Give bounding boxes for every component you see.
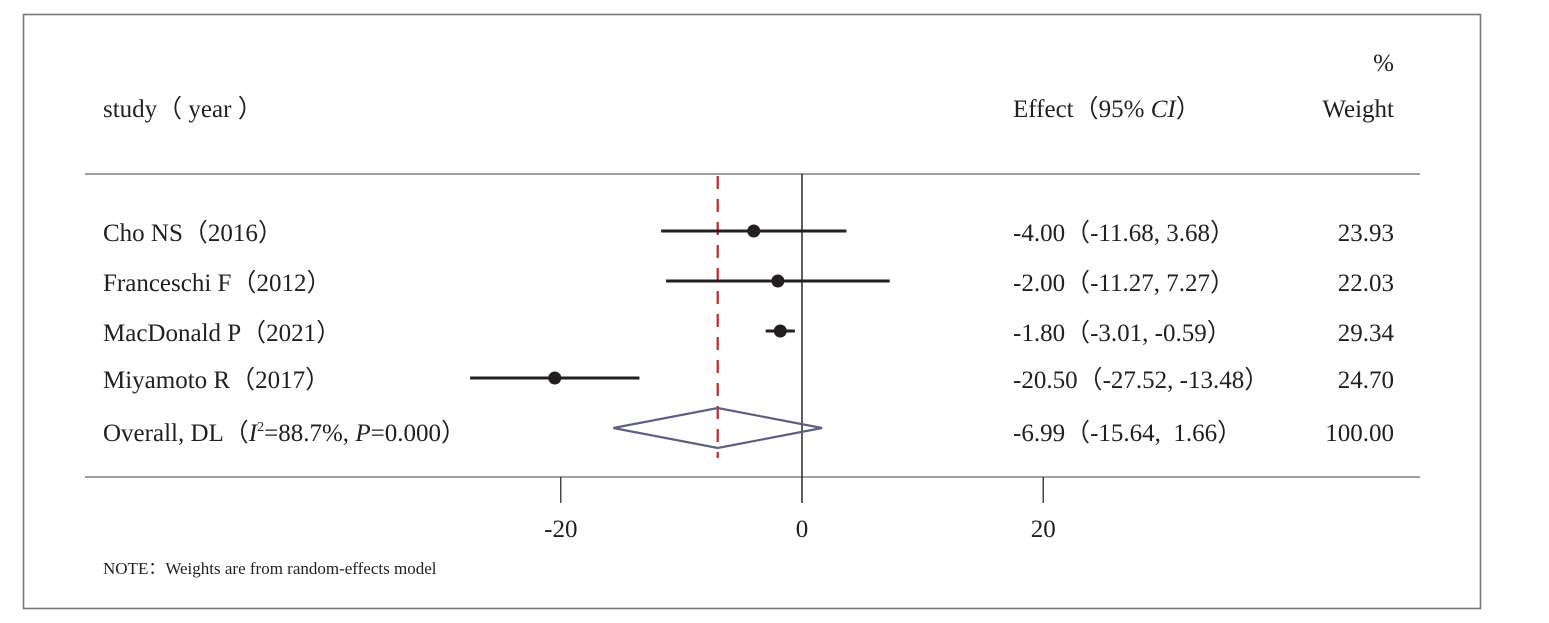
overall-label-prefix: Overall, DL（	[103, 419, 249, 447]
header-effect-prefix: Effect（95%	[1013, 95, 1151, 123]
header-effect-label: Effect（95% CI）	[1013, 95, 1201, 123]
overall-i2-value: =88.7%,	[264, 420, 355, 447]
effect-point	[773, 324, 787, 338]
overall-effect-text: -6.99（-15.64, 1.66）	[1013, 419, 1242, 447]
study-label: Miyamoto R（2017）	[103, 366, 330, 394]
header-weight-percent: %	[1373, 50, 1394, 77]
study-weight: 23.93	[1338, 220, 1394, 247]
overall-label: Overall, DL（I2=88.7%, P=0.000）	[103, 419, 466, 447]
effect-point	[747, 224, 761, 238]
study-label: Cho NS（2016）	[103, 219, 283, 247]
x-tick-label: 20	[1031, 516, 1056, 543]
x-tick-label: -20	[544, 516, 577, 543]
overall-diamond	[613, 406, 823, 450]
study-effect-text: -20.50（-27.52, -13.48）	[1013, 366, 1269, 394]
plot-layer	[470, 174, 890, 503]
footnote: NOTE：Weights are from random-effects mod…	[103, 559, 437, 578]
study-effect-text: -1.80（-3.01, -0.59）	[1013, 319, 1232, 347]
study-label: Franceschi F（2012）	[103, 269, 331, 297]
header-weight-label: Weight	[1322, 96, 1394, 123]
study-weight: 22.03	[1338, 270, 1394, 297]
study-effect-text: -2.00（-11.27, 7.27）	[1013, 269, 1235, 297]
overall-p-value: =0.000）	[371, 419, 466, 447]
labels-layer: Cho NS（2016） -4.00（-11.68, 3.68） 23.93 Fran…	[103, 219, 1395, 394]
figure-frame	[22, 13, 1482, 610]
study-weight: 24.70	[1338, 367, 1394, 394]
x-axis-ticks: -20 0 20	[544, 477, 1056, 543]
header-effect-suffix: ）	[1176, 95, 1201, 123]
study-effect-text: -4.00（-11.68, 3.68）	[1013, 219, 1235, 247]
overall-p-symbol: P	[354, 420, 370, 447]
overall-weight: 100.00	[1325, 420, 1394, 447]
header-study-label: study（ year ）	[103, 95, 263, 123]
effect-point	[771, 274, 785, 288]
x-tick-label: 0	[796, 516, 809, 543]
header-effect-ci: CI	[1151, 96, 1178, 123]
overall-i2-sup: 2	[257, 420, 264, 435]
study-label: MacDonald P（2021）	[103, 319, 341, 347]
overall-i2-symbol: I	[248, 420, 259, 447]
effect-point	[548, 371, 562, 385]
study-weight: 29.34	[1338, 320, 1395, 347]
